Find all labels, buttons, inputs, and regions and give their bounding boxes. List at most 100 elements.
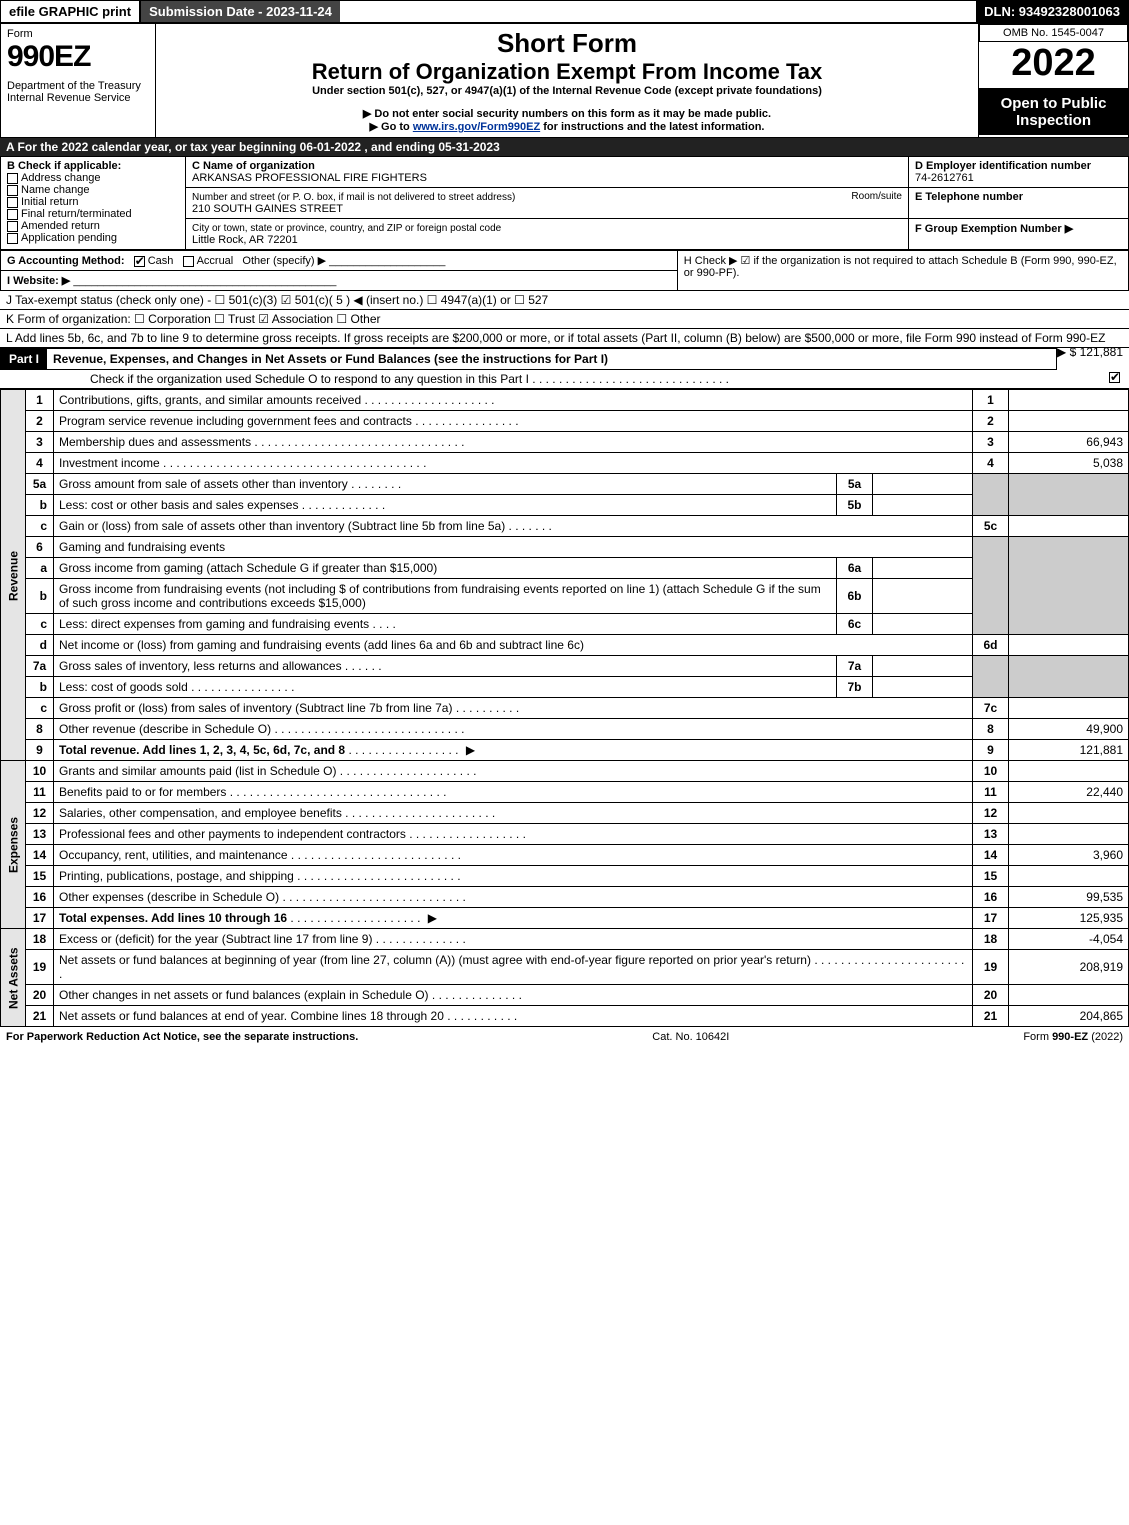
line-13-desc: Professional fees and other payments to … <box>54 824 973 845</box>
line-12-code: 12 <box>973 803 1009 824</box>
open-public-cell: Open to Public Inspection <box>979 88 1129 137</box>
line-21-code: 21 <box>973 1006 1009 1027</box>
line-17-amt: 125,935 <box>1009 908 1129 929</box>
box-f-label: F Group Exemption Number ▶ <box>915 223 1073 235</box>
part1-header: Part I Revenue, Expenses, and Changes in… <box>0 348 1057 370</box>
line-2-num: 2 <box>26 411 54 432</box>
line-9-code: 9 <box>973 740 1009 761</box>
line-g-label: G Accounting Method: <box>7 255 125 267</box>
line-5b-desc: Less: cost or other basis and sales expe… <box>54 495 837 516</box>
checkbox-icon[interactable] <box>7 185 18 196</box>
checkbox-icon[interactable] <box>1109 372 1120 383</box>
line-6c-num: c <box>26 614 54 635</box>
city-value: Little Rock, AR 72201 <box>192 234 298 246</box>
box-e: E Telephone number <box>909 188 1129 219</box>
checkbox-icon[interactable] <box>7 209 18 220</box>
line-7b-mini: 7b <box>837 677 873 698</box>
line-8-amt: 49,900 <box>1009 719 1129 740</box>
efile-label[interactable]: efile GRAPHIC print <box>1 1 141 22</box>
line-5b-mini: 5b <box>837 495 873 516</box>
expenses-section-label: Expenses <box>1 761 26 929</box>
line-13-amt <box>1009 824 1129 845</box>
arrow-icon <box>462 743 479 757</box>
line-3-num: 3 <box>26 432 54 453</box>
shade-7-amt <box>1009 656 1129 698</box>
line-11-num: 11 <box>26 782 54 803</box>
line-10-code: 10 <box>973 761 1009 782</box>
line-6b-desc: Gross income from fundraising events (no… <box>54 579 837 614</box>
checkbox-icon[interactable] <box>183 256 194 267</box>
footer-left: For Paperwork Reduction Act Notice, see … <box>6 1031 358 1043</box>
g-accrual: Accrual <box>197 255 234 267</box>
line-8-desc: Other revenue (describe in Schedule O) .… <box>54 719 973 740</box>
check-final[interactable]: Final return/terminated <box>7 208 179 220</box>
line-6d-num: d <box>26 635 54 656</box>
checkbox-icon[interactable] <box>7 233 18 244</box>
check-address-label: Address change <box>21 172 101 184</box>
checkbox-icon[interactable] <box>7 221 18 232</box>
line-9-desc: Total revenue. Add lines 1, 2, 3, 4, 5c,… <box>54 740 973 761</box>
line-9-amt: 121,881 <box>1009 740 1129 761</box>
line-i-label: I Website: ▶ <box>7 275 70 287</box>
line-20-num: 20 <box>26 985 54 1006</box>
check-initial-label: Initial return <box>21 196 78 208</box>
org-name: ARKANSAS PROFESSIONAL FIRE FIGHTERS <box>192 172 427 184</box>
line-10-num: 10 <box>26 761 54 782</box>
form-label: Form <box>7 28 149 40</box>
g-cash: Cash <box>148 255 174 267</box>
netassets-section-label: Net Assets <box>1 929 26 1027</box>
line-16-amt: 99,535 <box>1009 887 1129 908</box>
g-h-table: G Accounting Method: Cash Accrual Other … <box>0 250 1129 291</box>
page-footer: For Paperwork Reduction Act Notice, see … <box>0 1027 1129 1047</box>
line-14-desc: Occupancy, rent, utilities, and maintena… <box>54 845 973 866</box>
line-18-amt: -4,054 <box>1009 929 1129 950</box>
line-i: I Website: ▶ ___________________________… <box>1 271 678 291</box>
box-b: B Check if applicable: Address change Na… <box>1 157 186 250</box>
line-5c-num: c <box>26 516 54 537</box>
check-initial[interactable]: Initial return <box>7 196 179 208</box>
part1-check-text: Check if the organization used Schedule … <box>90 372 529 386</box>
line-1-code: 1 <box>973 390 1009 411</box>
box-e-label: E Telephone number <box>915 191 1023 203</box>
line-l-text: L Add lines 5b, 6c, and 7b to line 9 to … <box>6 331 1105 345</box>
line-21-amt: 204,865 <box>1009 1006 1129 1027</box>
goto-post: for instructions and the latest informat… <box>540 121 764 133</box>
footer-right-pre: Form <box>1023 1031 1052 1043</box>
check-amended[interactable]: Amended return <box>7 220 179 232</box>
line-13-code: 13 <box>973 824 1009 845</box>
line-19-num: 19 <box>26 950 54 985</box>
line-18-code: 18 <box>973 929 1009 950</box>
street-value: 210 SOUTH GAINES STREET <box>192 203 343 215</box>
box-c-label: C Name of organization <box>192 160 315 172</box>
check-pending[interactable]: Application pending <box>7 232 179 244</box>
checkbox-icon[interactable] <box>7 197 18 208</box>
line-g: G Accounting Method: Cash Accrual Other … <box>1 251 678 271</box>
line-17-desc: Total expenses. Add lines 10 through 16 … <box>54 908 973 929</box>
line-7c-amt <box>1009 698 1129 719</box>
check-name[interactable]: Name change <box>7 184 179 196</box>
line-18-desc: Excess or (deficit) for the year (Subtra… <box>54 929 973 950</box>
checkbox-icon[interactable] <box>134 256 145 267</box>
dln-label: DLN: 93492328001063 <box>976 1 1128 22</box>
check-final-label: Final return/terminated <box>21 208 132 220</box>
line-7a-val <box>873 656 973 677</box>
line-5a-num: 5a <box>26 474 54 495</box>
title-cell: Short Form Return of Organization Exempt… <box>156 24 979 138</box>
goto-link[interactable]: www.irs.gov/Form990EZ <box>413 121 540 133</box>
line-6a-desc: Gross income from gaming (attach Schedul… <box>54 558 837 579</box>
line-7b-desc: Less: cost of goods sold . . . . . . . .… <box>54 677 837 698</box>
line-6c-val <box>873 614 973 635</box>
line-6b-mini: 6b <box>837 579 873 614</box>
line-3-amt: 66,943 <box>1009 432 1129 453</box>
short-form-title: Short Form <box>162 28 972 59</box>
line-5a-desc: Gross amount from sale of assets other t… <box>54 474 837 495</box>
line-6d-amt <box>1009 635 1129 656</box>
line-1-amt <box>1009 390 1129 411</box>
check-address[interactable]: Address change <box>7 172 179 184</box>
line-6b-val <box>873 579 973 614</box>
open-to-public: Open to Public Inspection <box>979 89 1128 135</box>
line-5c-amt <box>1009 516 1129 537</box>
line-7b-val <box>873 677 973 698</box>
footer-right-bold: 990-EZ <box>1052 1031 1088 1043</box>
checkbox-icon[interactable] <box>7 173 18 184</box>
